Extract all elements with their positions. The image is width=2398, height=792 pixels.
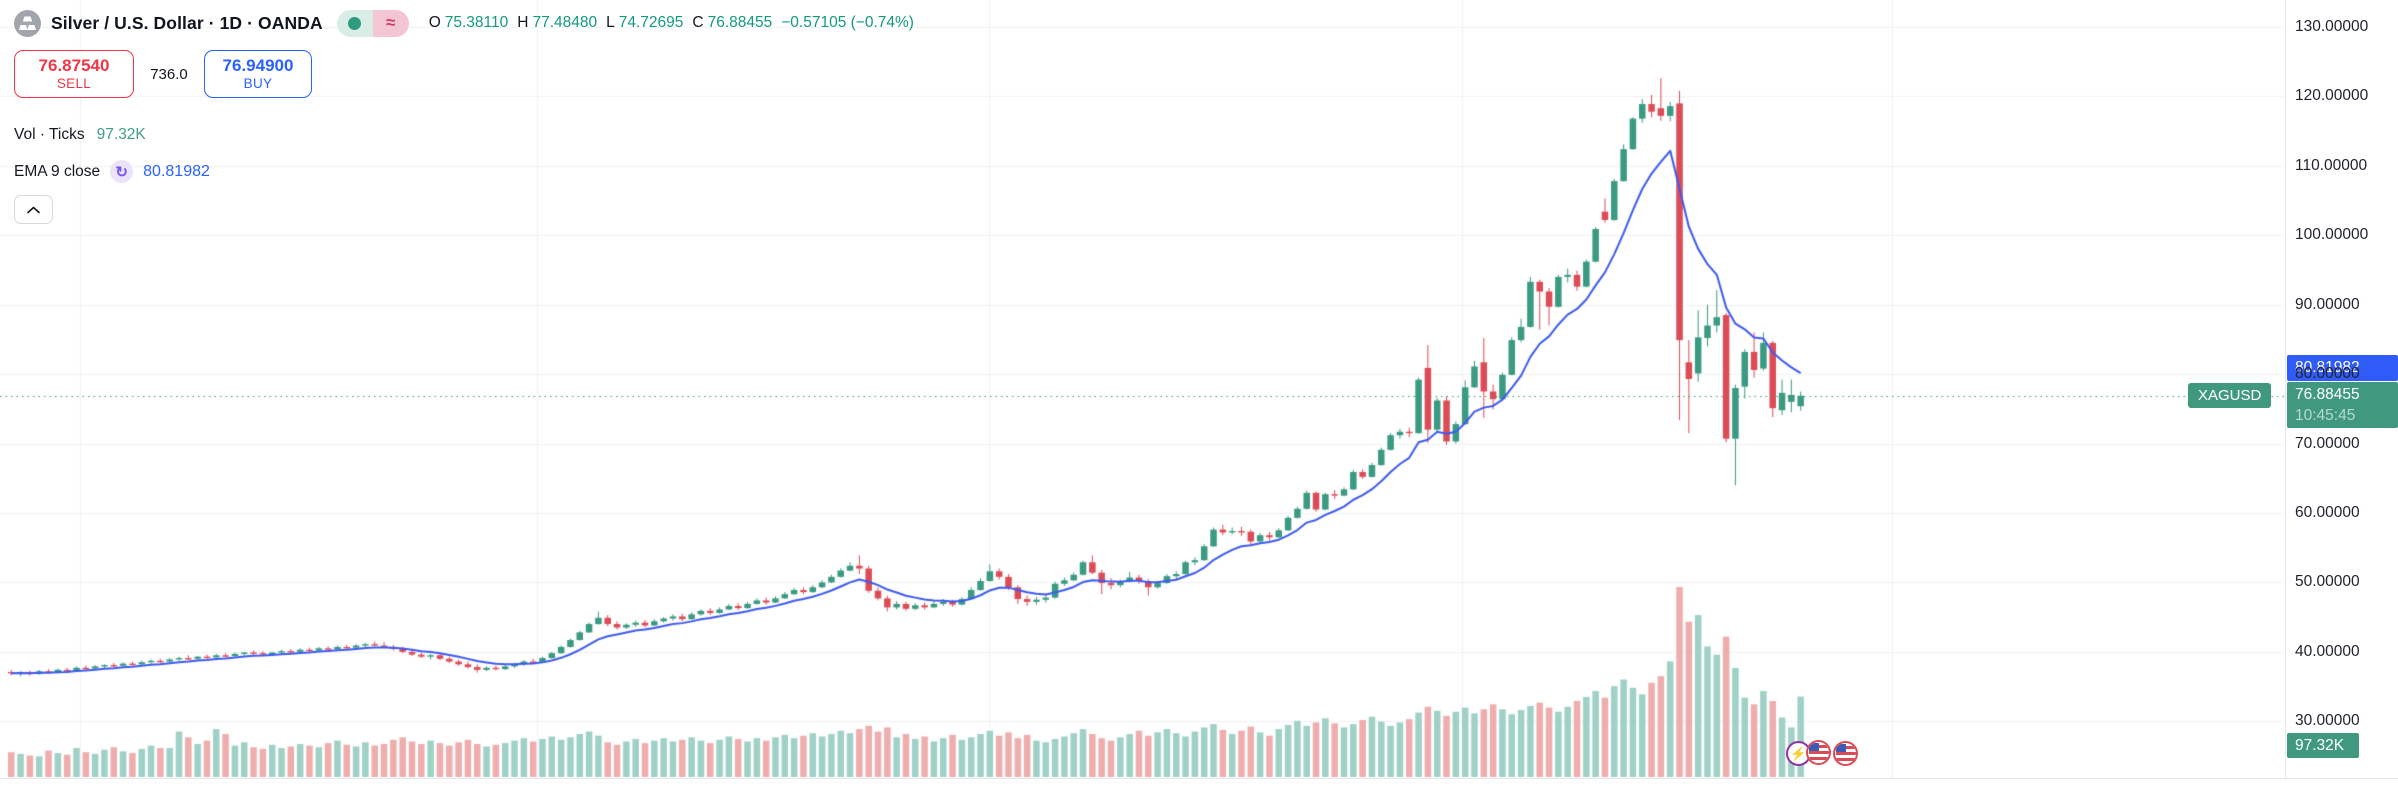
price-tick-label: 40.00000 — [2295, 642, 2360, 660]
volume-legend-row[interactable]: Vol · Ticks 97.32K — [14, 126, 146, 144]
price-tick-label: 60.00000 — [2295, 503, 2360, 521]
ema-indicator-value: 80.81982 — [143, 162, 210, 180]
order-panel: 76.87540 SELL 736.0 76.94900 BUY — [14, 50, 312, 98]
price-tick-label: 90.00000 — [2295, 295, 2360, 313]
market-status-pill[interactable]: ≈ — [336, 9, 409, 37]
buy-label: BUY — [243, 76, 273, 91]
silver-symbol-icon — [14, 9, 41, 37]
volume-indicator-name: Vol · Ticks — [14, 126, 85, 143]
price-tick-label: 70.00000 — [2295, 434, 2360, 452]
price-tick-label: 120.00000 — [2295, 87, 2369, 105]
economic-event-lightning-icon[interactable]: ⚡ — [1786, 741, 1811, 766]
volume-axis-label: 97.32K — [2287, 733, 2359, 758]
last-price-value: 76.88455 — [2295, 385, 2360, 403]
symbol-price-line-badge: XAGUSD — [2188, 382, 2272, 408]
price-tick-label: 130.00000 — [2295, 18, 2369, 35]
ema-indicator-name: EMA 9 close — [14, 162, 101, 180]
high-key: H — [517, 14, 529, 31]
close-key: C — [692, 14, 704, 31]
symbol-title[interactable]: Silver / U.S. Dollar · 1D · OANDA — [51, 12, 323, 33]
sell-button[interactable]: 76.87540 SELL — [14, 50, 134, 98]
buy-price: 76.94900 — [222, 56, 294, 75]
sell-label: SELL — [56, 76, 92, 91]
sell-price: 76.87540 — [38, 56, 110, 75]
spread-value: 736.0 — [150, 65, 188, 83]
low-key: L — [606, 14, 615, 31]
close-value: 76.88455 — [707, 14, 773, 31]
price-tick-label: 100.00000 — [2295, 226, 2369, 244]
economic-event-us-flag-icon-2[interactable] — [1833, 741, 1858, 766]
price-tick-label: 110.00000 — [2295, 156, 2368, 174]
us-flag-icon — [1808, 742, 1829, 763]
ema-axis-label: 80.81982 — [2287, 355, 2398, 382]
delayed-data-icon: ≈ — [372, 9, 409, 37]
last-price-label: 76.88455 10:45:45 — [2287, 381, 2398, 428]
chart-header: Silver / U.S. Dollar · 1D · OANDA ≈ O 75… — [14, 8, 914, 38]
price-tick-label: 50.00000 — [2295, 573, 2360, 591]
price-tick-label: 30.00000 — [2295, 712, 2360, 730]
economic-event-us-flag-icon[interactable] — [1806, 740, 1831, 765]
price-axis[interactable]: 80.81982 76.88455 10:45:45 97.32K 130.00… — [2285, 0, 2398, 778]
change-value: −0.57105 (−0.74%) — [781, 14, 914, 31]
chevron-up-icon — [27, 206, 40, 213]
time-axis[interactable] — [0, 778, 2398, 792]
ohlc-readout: O 75.38110 H 77.48480 L 74.72695 C 76.88… — [429, 14, 914, 32]
market-open-icon — [336, 9, 373, 37]
sync-icon[interactable]: ↻ — [110, 160, 134, 183]
price-tick-label: 80.00000 — [2295, 365, 2360, 383]
volume-indicator-value: 97.32K — [96, 126, 146, 143]
us-flag-icon — [1835, 743, 1856, 764]
collapse-legend-button[interactable] — [14, 195, 53, 224]
bar-countdown: 10:45:45 — [2295, 406, 2356, 424]
buy-button[interactable]: 76.94900 BUY — [204, 50, 312, 98]
open-key: O — [428, 14, 441, 31]
ema-legend-row[interactable]: EMA 9 close ↻ 80.81982 — [14, 160, 210, 183]
open-value: 75.38110 — [444, 14, 509, 31]
low-value: 74.72695 — [618, 14, 684, 31]
high-value: 77.48480 — [532, 14, 598, 31]
